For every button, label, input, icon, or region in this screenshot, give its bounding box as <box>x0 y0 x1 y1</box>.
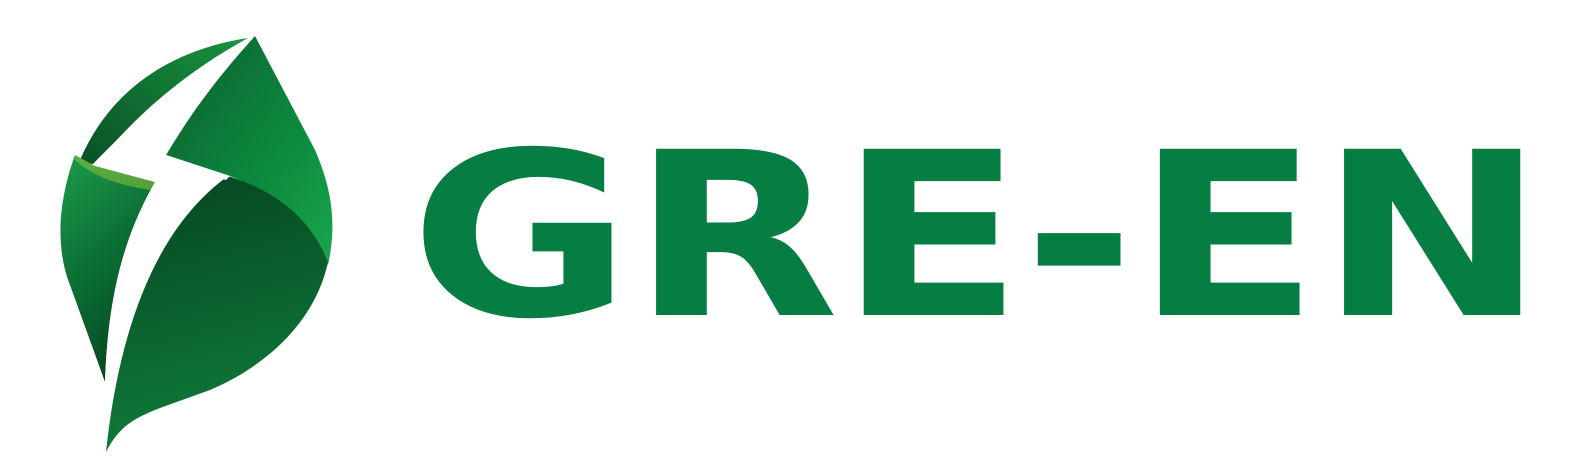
wordmark: GRE-EN <box>410 130 1560 330</box>
wordmark-text: GRE-EN <box>410 130 1545 330</box>
leaf-lightning-icon <box>0 0 360 470</box>
